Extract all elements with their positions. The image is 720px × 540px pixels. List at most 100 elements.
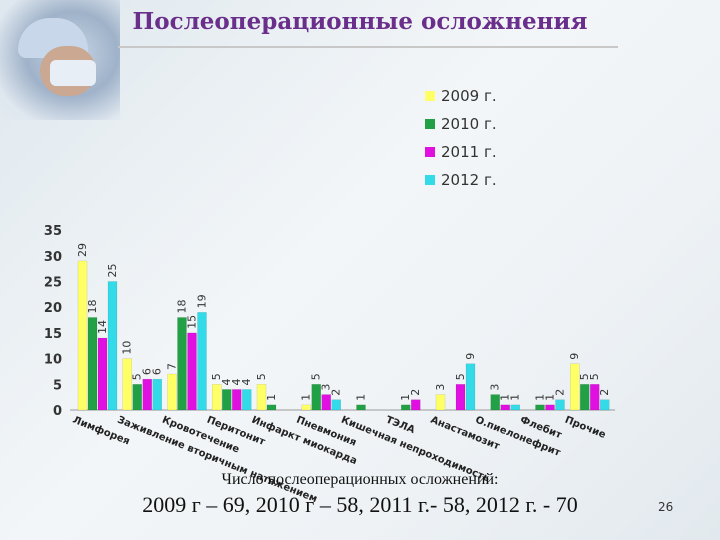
bar bbox=[87, 317, 98, 411]
legend-label: 2011 г. bbox=[441, 143, 497, 161]
bar bbox=[411, 399, 421, 411]
bar-data-label: 1 bbox=[399, 394, 412, 401]
bar-data-label: 14 bbox=[96, 320, 109, 334]
bar bbox=[222, 389, 232, 411]
legend-swatch bbox=[425, 175, 435, 185]
bar bbox=[177, 317, 187, 411]
bar-data-label: 2 bbox=[330, 389, 343, 396]
y-tick-label: 15 bbox=[44, 327, 62, 342]
bar-data-label: 25 bbox=[106, 264, 119, 278]
bar bbox=[570, 363, 580, 411]
bar-data-label: 2 bbox=[598, 389, 611, 396]
bar-data-label: 1 bbox=[355, 394, 368, 401]
chart-caption: Число послеоперационных осложнений: bbox=[221, 471, 499, 488]
bar bbox=[465, 363, 476, 411]
bar bbox=[455, 384, 466, 411]
bar bbox=[490, 394, 500, 411]
bar-data-label: 5 bbox=[310, 373, 323, 380]
title-divider bbox=[118, 46, 618, 48]
bar bbox=[197, 312, 207, 411]
bar-data-label: 15 bbox=[186, 315, 199, 329]
bar bbox=[77, 260, 88, 411]
bar bbox=[212, 384, 222, 411]
bar bbox=[435, 394, 446, 411]
legend-label: 2010 г. bbox=[441, 115, 497, 133]
bar-data-label: 2 bbox=[409, 389, 422, 396]
bar-data-label: 10 bbox=[121, 341, 134, 355]
legend-label: 2009 г. bbox=[441, 87, 497, 105]
y-tick-label: 5 bbox=[53, 378, 62, 393]
bar-data-label: 1 bbox=[509, 394, 522, 401]
totals-summary: 2009 г – 69, 2010 г – 58, 2011 г.- 58, 2… bbox=[142, 492, 578, 517]
bar bbox=[132, 384, 142, 411]
bar-data-label: 5 bbox=[578, 373, 591, 380]
bar-data-label: 19 bbox=[196, 294, 209, 308]
bar-data-label: 1 bbox=[544, 394, 557, 401]
bar-data-label: 18 bbox=[86, 299, 99, 313]
bar bbox=[311, 384, 321, 411]
bar bbox=[97, 337, 108, 411]
bar-data-label: 5 bbox=[210, 373, 223, 380]
legend-swatch bbox=[425, 119, 435, 129]
bar-data-label: 6 bbox=[141, 368, 154, 375]
bar-data-label: 2 bbox=[554, 389, 567, 396]
bar-data-label: 29 bbox=[76, 243, 89, 257]
bar bbox=[167, 373, 177, 411]
bar-data-label: 3 bbox=[434, 384, 447, 391]
bar bbox=[590, 384, 600, 411]
bar bbox=[510, 404, 520, 411]
bar-data-label: 3 bbox=[320, 384, 333, 391]
y-tick-label: 25 bbox=[44, 276, 62, 291]
bar-data-label: 5 bbox=[588, 373, 601, 380]
y-tick-label: 35 bbox=[44, 224, 62, 239]
bar bbox=[401, 404, 411, 411]
bar-data-label: 4 bbox=[240, 378, 253, 385]
bar bbox=[187, 332, 197, 411]
bar-data-label: 5 bbox=[255, 373, 268, 380]
bar bbox=[152, 378, 162, 411]
bar-data-label: 5 bbox=[454, 373, 467, 380]
bar bbox=[122, 358, 132, 411]
bar-data-label: 1 bbox=[534, 394, 547, 401]
slide-title: Послеоперационные осложнения bbox=[132, 8, 588, 35]
bar bbox=[242, 389, 252, 411]
bar bbox=[580, 384, 590, 411]
bar-data-label: 9 bbox=[568, 353, 581, 360]
bar-data-label: 9 bbox=[464, 353, 477, 360]
bar bbox=[500, 404, 510, 411]
bar-data-label: 1 bbox=[300, 394, 313, 401]
bar bbox=[600, 399, 610, 411]
y-tick-label: 10 bbox=[44, 353, 62, 368]
legend-label: 2012 г. bbox=[441, 171, 497, 189]
y-tick-label: 0 bbox=[53, 404, 62, 419]
bar-data-label: 18 bbox=[176, 299, 189, 313]
bar-data-label: 1 bbox=[499, 394, 512, 401]
surgeon-photo bbox=[0, 0, 120, 120]
bar bbox=[535, 404, 545, 411]
bar bbox=[545, 404, 555, 411]
bar-data-label: 7 bbox=[166, 363, 179, 370]
bar bbox=[356, 404, 366, 411]
bar bbox=[301, 404, 311, 411]
bar bbox=[555, 399, 565, 411]
y-tick-label: 20 bbox=[44, 301, 62, 316]
bar-data-label: 1 bbox=[265, 394, 278, 401]
bar-data-label: 6 bbox=[151, 368, 164, 375]
bar-data-label: 4 bbox=[220, 378, 233, 385]
bar bbox=[266, 404, 277, 411]
bar bbox=[331, 399, 341, 411]
y-tick-label: 30 bbox=[44, 250, 62, 265]
bar-data-label: 3 bbox=[489, 384, 502, 391]
bar-data-label: 5 bbox=[131, 373, 144, 380]
slide-number: 26 bbox=[658, 500, 674, 514]
bar-data-label: 4 bbox=[230, 378, 243, 385]
category-label: Прочие bbox=[563, 415, 607, 441]
bar bbox=[321, 394, 331, 411]
legend-swatch bbox=[425, 91, 435, 101]
bar bbox=[107, 281, 118, 411]
bar bbox=[256, 384, 267, 411]
bar bbox=[232, 389, 242, 411]
legend-swatch bbox=[425, 147, 435, 157]
bar bbox=[142, 378, 152, 411]
